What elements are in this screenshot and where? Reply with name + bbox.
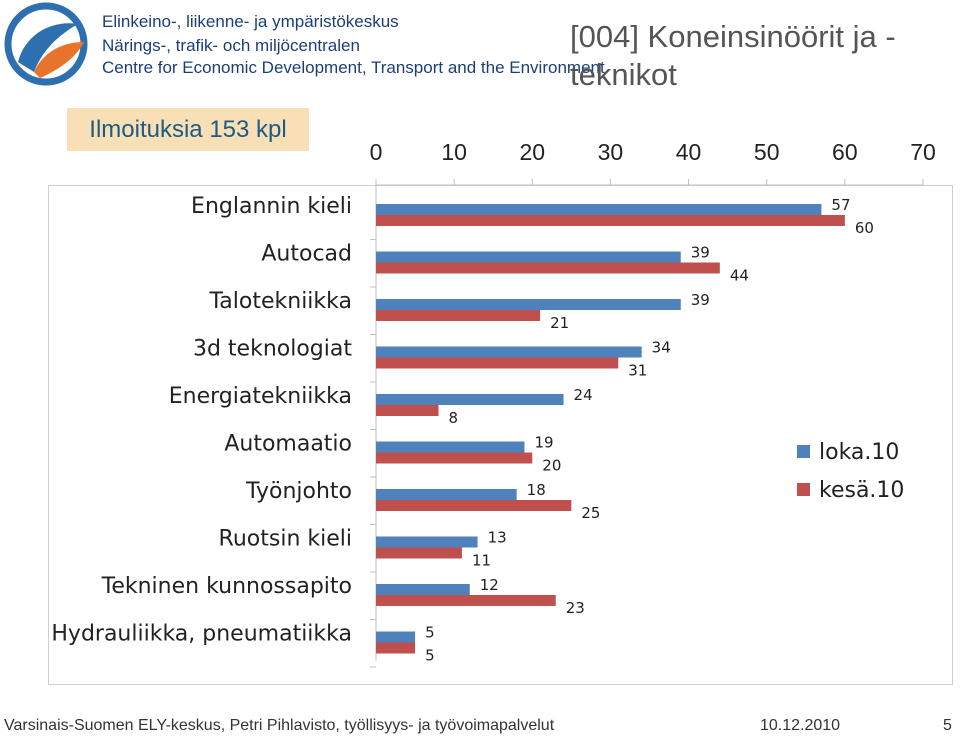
x-tick-label: 70 <box>910 139 936 165</box>
data-label: 31 <box>628 362 647 380</box>
bar-kesa <box>376 452 533 464</box>
footer-date: 10.12.2010 <box>760 717 841 734</box>
x-tick-label: 0 <box>370 139 383 165</box>
bar-loka <box>376 489 517 500</box>
page-number: 5 <box>943 717 952 734</box>
bar-loka <box>376 536 478 548</box>
bar-kesa <box>376 262 720 274</box>
category-label: Automaatio <box>224 432 352 457</box>
category-label: Autocad <box>261 242 352 267</box>
data-label: 19 <box>534 434 553 452</box>
bar-loka <box>376 204 822 215</box>
bar-kesa <box>376 500 572 511</box>
data-label: 5 <box>425 624 435 642</box>
data-label: 39 <box>691 244 710 262</box>
category-label: Ruotsin kieli <box>219 527 352 552</box>
bar-kesa <box>376 215 845 226</box>
x-tick-label: 40 <box>676 139 702 165</box>
category-label: Energiatekniikka <box>169 384 352 409</box>
category-label: Tekninen kunnossapito <box>101 574 352 599</box>
bar-loka <box>376 441 525 453</box>
data-label: 57 <box>831 196 850 214</box>
category-label: Hydrauliikka, pneumatiikka <box>51 622 352 647</box>
bar-kesa <box>376 310 541 321</box>
bar-loka <box>376 631 416 643</box>
data-label: 20 <box>542 457 561 475</box>
data-label: 11 <box>472 552 491 570</box>
bar-kesa <box>376 595 556 606</box>
x-tick-label: 20 <box>519 139 545 165</box>
bar-kesa <box>376 405 439 416</box>
org-name-en: Centre for Economic Development, Transpo… <box>102 58 605 77</box>
x-tick-label: 10 <box>441 139 467 165</box>
category-label: Englannin kieli <box>191 194 352 219</box>
data-label: 34 <box>652 339 671 357</box>
data-label: 25 <box>581 504 600 522</box>
data-label: 12 <box>480 576 499 594</box>
x-tick-label: 60 <box>832 139 858 165</box>
legend-swatch <box>797 445 810 458</box>
data-label: 24 <box>574 386 593 404</box>
data-label: 23 <box>566 599 585 617</box>
bar-loka <box>376 299 681 310</box>
data-label: 44 <box>730 267 749 285</box>
data-label: 13 <box>488 529 507 547</box>
bar-loka <box>376 251 681 263</box>
bar-kesa <box>376 547 462 559</box>
bar-kesa <box>376 357 619 369</box>
category-label: Talotekniikka <box>209 289 353 314</box>
org-name-sv: Närings-, trafik- och miljöcentralen <box>102 36 360 55</box>
x-tick-label: 30 <box>598 139 624 165</box>
bar-loka <box>376 584 470 595</box>
data-label: 5 <box>425 647 435 665</box>
category-label: 3d teknologiat <box>193 337 352 362</box>
data-label: 8 <box>449 409 459 427</box>
x-tick-label: 50 <box>754 139 780 165</box>
slide-title: [004] Koneinsinöörit ja -teknikot <box>570 19 896 92</box>
data-label: 21 <box>550 314 569 332</box>
legend-label: kesä.10 <box>819 478 904 503</box>
ad-count-box: Ilmoituksia 153 kpl <box>67 108 309 151</box>
bar-loka <box>376 346 642 358</box>
legend-label: loka.10 <box>819 440 899 465</box>
data-label: 39 <box>691 291 710 309</box>
ely-logo <box>4 2 88 86</box>
footer-credit: Varsinais-Suomen ELY-keskus, Petri Pihla… <box>4 717 555 734</box>
org-name-fi: Elinkeino-, liikenne- ja ympäristökeskus <box>102 12 399 31</box>
bar-kesa <box>376 642 416 654</box>
legend-swatch <box>797 483 810 496</box>
data-label: 18 <box>527 481 546 499</box>
category-label: Työnjohto <box>245 479 352 504</box>
data-label: 60 <box>855 219 874 237</box>
bar-loka <box>376 394 564 405</box>
